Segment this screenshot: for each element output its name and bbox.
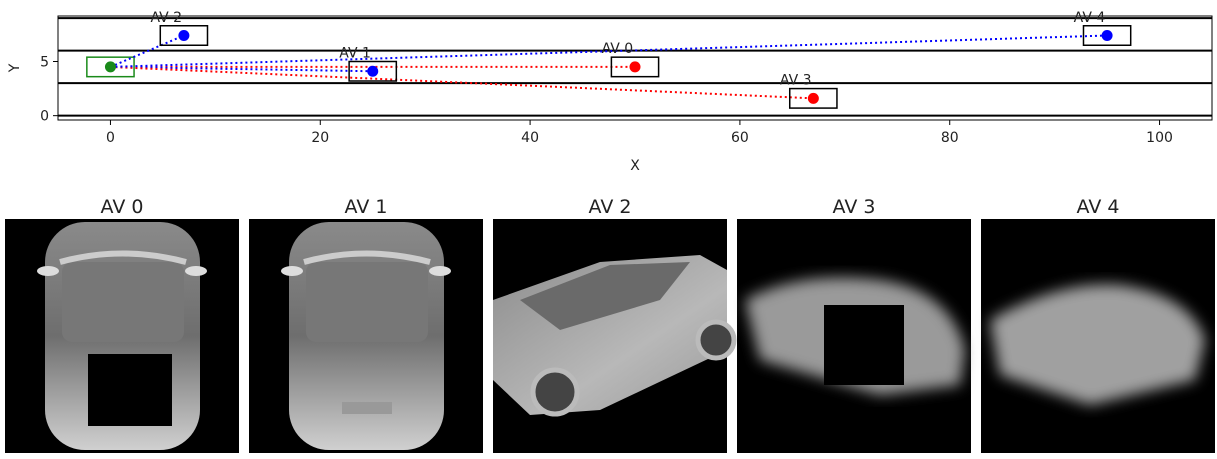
figure: 0 20 40 60 80 100 0 5 X Y AV 0 AV 1 AV 2 AV 3 AV 4: [0, 0, 1217, 455]
image-panels: [5, 219, 1215, 453]
panel-title: AV 0: [101, 196, 144, 218]
panel-title: AV 3: [833, 196, 876, 218]
vehicle-label: AV 3: [780, 73, 812, 89]
panel-title: AV 1: [345, 196, 388, 218]
vehicle-point: [630, 61, 641, 72]
x-tick-label: 0: [106, 130, 115, 146]
car-image: [281, 222, 451, 450]
car-image: [37, 222, 207, 450]
x-tick-label: 20: [311, 130, 329, 146]
panel-title: AV 2: [589, 196, 632, 218]
x-tick-label: 40: [521, 130, 539, 146]
plot-area: 0 20 40 60 80 100 0 5 X Y AV 0 AV 1 AV 2 AV 3 AV 4: [7, 10, 1212, 174]
vehicle-point: [1102, 30, 1113, 41]
panel-title: AV 4: [1077, 196, 1120, 218]
y-axis-label: Y: [7, 63, 23, 73]
x-tick-label: 100: [1146, 130, 1173, 146]
x-tick-label: 60: [731, 130, 749, 146]
vehicle-label: AV 1: [339, 46, 371, 62]
x-axis-label: X: [630, 158, 640, 174]
vehicle-point: [808, 93, 819, 104]
vehicle-point: [178, 30, 189, 41]
vehicle-label: AV 0: [602, 41, 634, 57]
y-tick-label: 5: [40, 55, 49, 71]
x-tick-label: 80: [941, 130, 959, 146]
vehicle-label: AV 2: [150, 10, 182, 26]
ego-point: [105, 61, 116, 72]
vehicle-label: AV 4: [1074, 10, 1106, 26]
y-tick-label: 0: [40, 109, 49, 125]
vehicle-point: [367, 66, 378, 77]
